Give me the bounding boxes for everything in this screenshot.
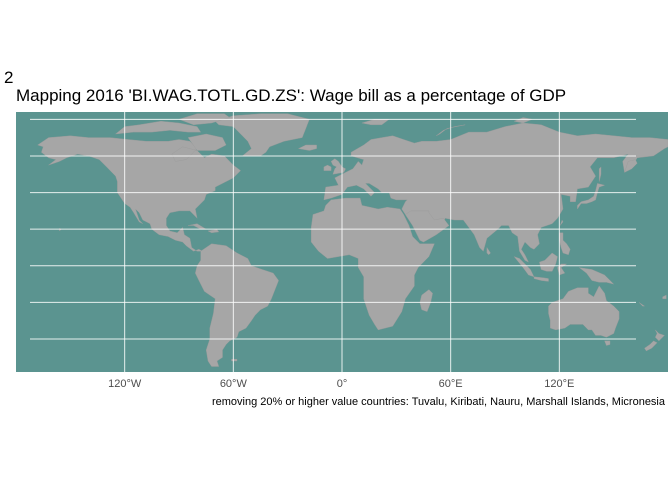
landmass-new-zealand-north bbox=[655, 329, 665, 342]
landmass-japan bbox=[577, 183, 606, 210]
landmass-hispaniola bbox=[207, 229, 220, 234]
landmass-new-caledonia bbox=[638, 302, 646, 307]
landmass-baffin bbox=[187, 133, 227, 151]
landmass-north-america bbox=[37, 135, 241, 252]
landmass-kamchatka bbox=[624, 159, 638, 173]
landmass-svalbard bbox=[361, 119, 390, 125]
x-tick-label: 120°E bbox=[544, 378, 575, 390]
landmass-south-america bbox=[195, 243, 279, 367]
landmass-australia bbox=[548, 285, 620, 338]
landmass-philippines bbox=[559, 232, 571, 256]
map-caption: removing 20% or higher value countries: … bbox=[211, 396, 665, 408]
landmass-sri-lanka bbox=[486, 246, 491, 256]
landmass-novaya-zemlya bbox=[436, 124, 466, 136]
figure-tag: 2 bbox=[4, 68, 14, 87]
x-tick-label: 60°W bbox=[219, 378, 247, 390]
landmass-tasmania bbox=[604, 340, 611, 346]
landmass-new-guinea bbox=[579, 267, 615, 285]
landmass-new-zealand-south bbox=[644, 340, 658, 352]
landmass-sakhalin bbox=[599, 166, 602, 182]
x-tick-label: 120°W bbox=[108, 378, 142, 390]
world-map bbox=[16, 112, 668, 372]
landmass-falklands bbox=[231, 359, 238, 362]
landmass-java bbox=[533, 276, 549, 282]
landmass-taiwan bbox=[560, 219, 564, 226]
landmass-canada-islands-1 bbox=[114, 120, 202, 135]
landmass-madagascar bbox=[419, 289, 433, 312]
map-title: Mapping 2016 'BI.WAG.TOTL.GD.ZS': Wage b… bbox=[16, 86, 567, 105]
landmass-fiji bbox=[662, 294, 667, 299]
landmass-borneo bbox=[539, 252, 558, 272]
landmass-arabia bbox=[405, 210, 450, 243]
x-tick-label: 60°E bbox=[438, 378, 463, 390]
x-tick-label: 0° bbox=[336, 378, 348, 390]
landmass-iceland bbox=[297, 144, 317, 151]
landmass-greenland bbox=[214, 113, 310, 157]
landmass-ireland bbox=[323, 164, 332, 171]
graticule bbox=[30, 112, 636, 372]
